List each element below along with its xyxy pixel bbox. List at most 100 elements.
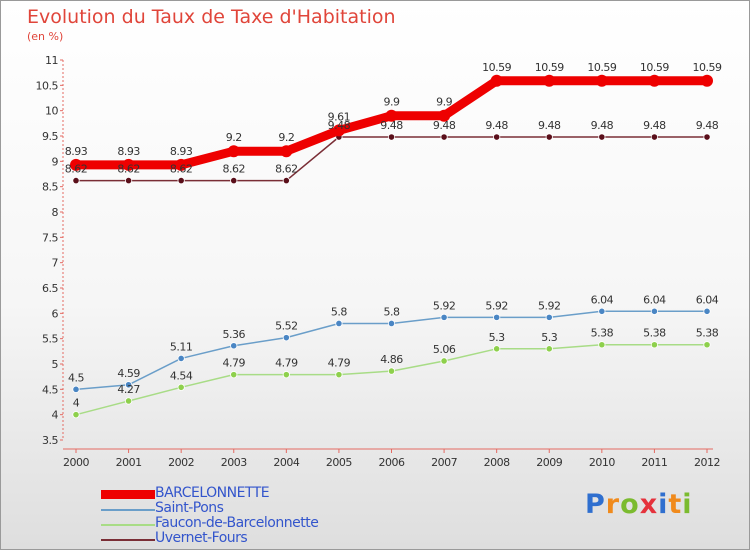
data-label-0: 10.59 [640,61,669,74]
logo-letter: i [658,489,669,520]
x-tick-label: 2007 [431,456,457,469]
y-tick-label: 11 [45,54,58,67]
data-point-1 [72,385,80,393]
logo-letter: x [639,489,659,520]
data-point-1 [177,354,185,363]
x-tick-label: 2009 [536,456,562,469]
data-point-2 [335,371,343,379]
data-label-2: 5.3 [541,331,557,344]
x-tick-label: 2000 [63,456,89,469]
data-label-0: 9.61 [328,110,351,123]
data-label-2: 4.79 [223,357,246,370]
chart-title: Evolution du Taux de Taxe d'Habitation [27,6,396,28]
legend-swatch-uvernet [101,539,155,541]
data-point-3 [282,176,290,185]
data-label-1: 5.36 [223,328,246,341]
logo-letter: t [668,489,683,520]
x-tick-label: 2004 [273,456,299,469]
data-label-2: 5.38 [696,327,719,340]
data-point-1 [282,334,290,342]
y-tick-label: 8.5 [42,181,58,194]
x-tick-label: 2008 [484,456,510,469]
legend-label-barcelonnette: BARCELONNETTE [155,485,270,501]
data-point-1 [545,313,553,321]
data-label-3: 9.48 [485,119,508,132]
legend-swatch-saint-pons [101,509,155,511]
x-tick-label: 2011 [641,456,667,469]
y-tick-label: 7.5 [42,231,58,244]
data-point-3 [387,133,396,141]
data-point-3 [440,133,448,141]
data-label-0: 9.9 [436,96,452,109]
data-point-3 [598,133,606,141]
data-label-3: 8.62 [65,163,88,176]
data-point-0 [70,158,82,171]
data-point-3 [650,133,659,141]
y-tick-label: 9.5 [42,130,58,143]
data-point-3 [124,176,133,185]
data-label-1: 6.04 [643,293,666,306]
proxiti-logo[interactable]: Proxiti [585,489,693,520]
data-label-0: 9.2 [226,131,242,144]
logo-letter: r [605,489,621,520]
data-label-2: 4.54 [170,369,193,382]
data-label-3: 9.48 [433,119,456,132]
y-tick-label: 6 [52,307,59,320]
data-label-2: 4 [73,397,80,410]
legend-label-faucon: Faucon-de-Barcelonnette [155,515,319,531]
data-label-0: 10.59 [535,61,564,74]
data-label-2: 5.38 [591,327,614,340]
data-label-1: 5.8 [331,305,347,318]
x-tick-label: 2005 [326,456,352,469]
data-point-1 [493,313,501,321]
data-label-3: 8.62 [170,163,193,176]
data-label-1: 5.11 [170,340,193,353]
data-point-3 [177,176,185,185]
y-tick-label: 9 [52,155,59,168]
data-point-2 [703,341,711,349]
data-label-0: 10.59 [482,61,511,74]
data-point-2 [598,341,606,349]
x-tick-label: 2006 [379,456,405,469]
x-tick-label: 2010 [589,456,615,469]
data-point-3 [493,133,501,141]
data-label-1: 4.5 [68,371,84,384]
data-point-2 [387,367,396,375]
data-label-3: 8.62 [117,163,140,176]
y-tick-label: 5.5 [42,333,58,346]
data-label-3: 9.48 [591,119,614,132]
data-label-1: 6.04 [591,293,614,306]
data-point-0 [648,74,661,87]
data-point-2 [177,383,185,391]
data-label-1: 4.59 [117,367,140,380]
legend-label-saint-pons: Saint-Pons [155,500,224,516]
data-point-2 [72,411,80,419]
logo-letter: o [620,489,640,520]
data-point-1 [335,319,343,328]
data-point-2 [440,357,448,365]
y-tick-label: 6.5 [42,282,58,295]
y-tick-label: 5 [52,358,59,371]
data-point-1 [440,313,448,321]
data-label-2: 5.38 [643,327,666,340]
data-point-0 [543,74,556,87]
y-tick-label: 4 [52,409,59,422]
data-point-1 [124,381,133,389]
x-tick-label: 2002 [168,456,194,469]
data-label-2: 5.3 [489,331,505,344]
data-point-2 [282,371,290,379]
data-point-0 [122,158,135,171]
data-label-2: 5.06 [433,343,456,356]
data-point-2 [493,345,501,353]
data-point-0 [595,74,608,87]
data-label-2: 4.27 [117,383,140,396]
data-label-3: 8.62 [275,163,298,176]
data-point-1 [387,319,396,328]
logo-letter: i [682,489,693,520]
data-label-1: 5.92 [538,299,561,312]
data-label-3: 9.48 [380,119,403,132]
data-label-0: 9.2 [278,131,294,144]
y-tick-label: 7 [52,257,59,270]
